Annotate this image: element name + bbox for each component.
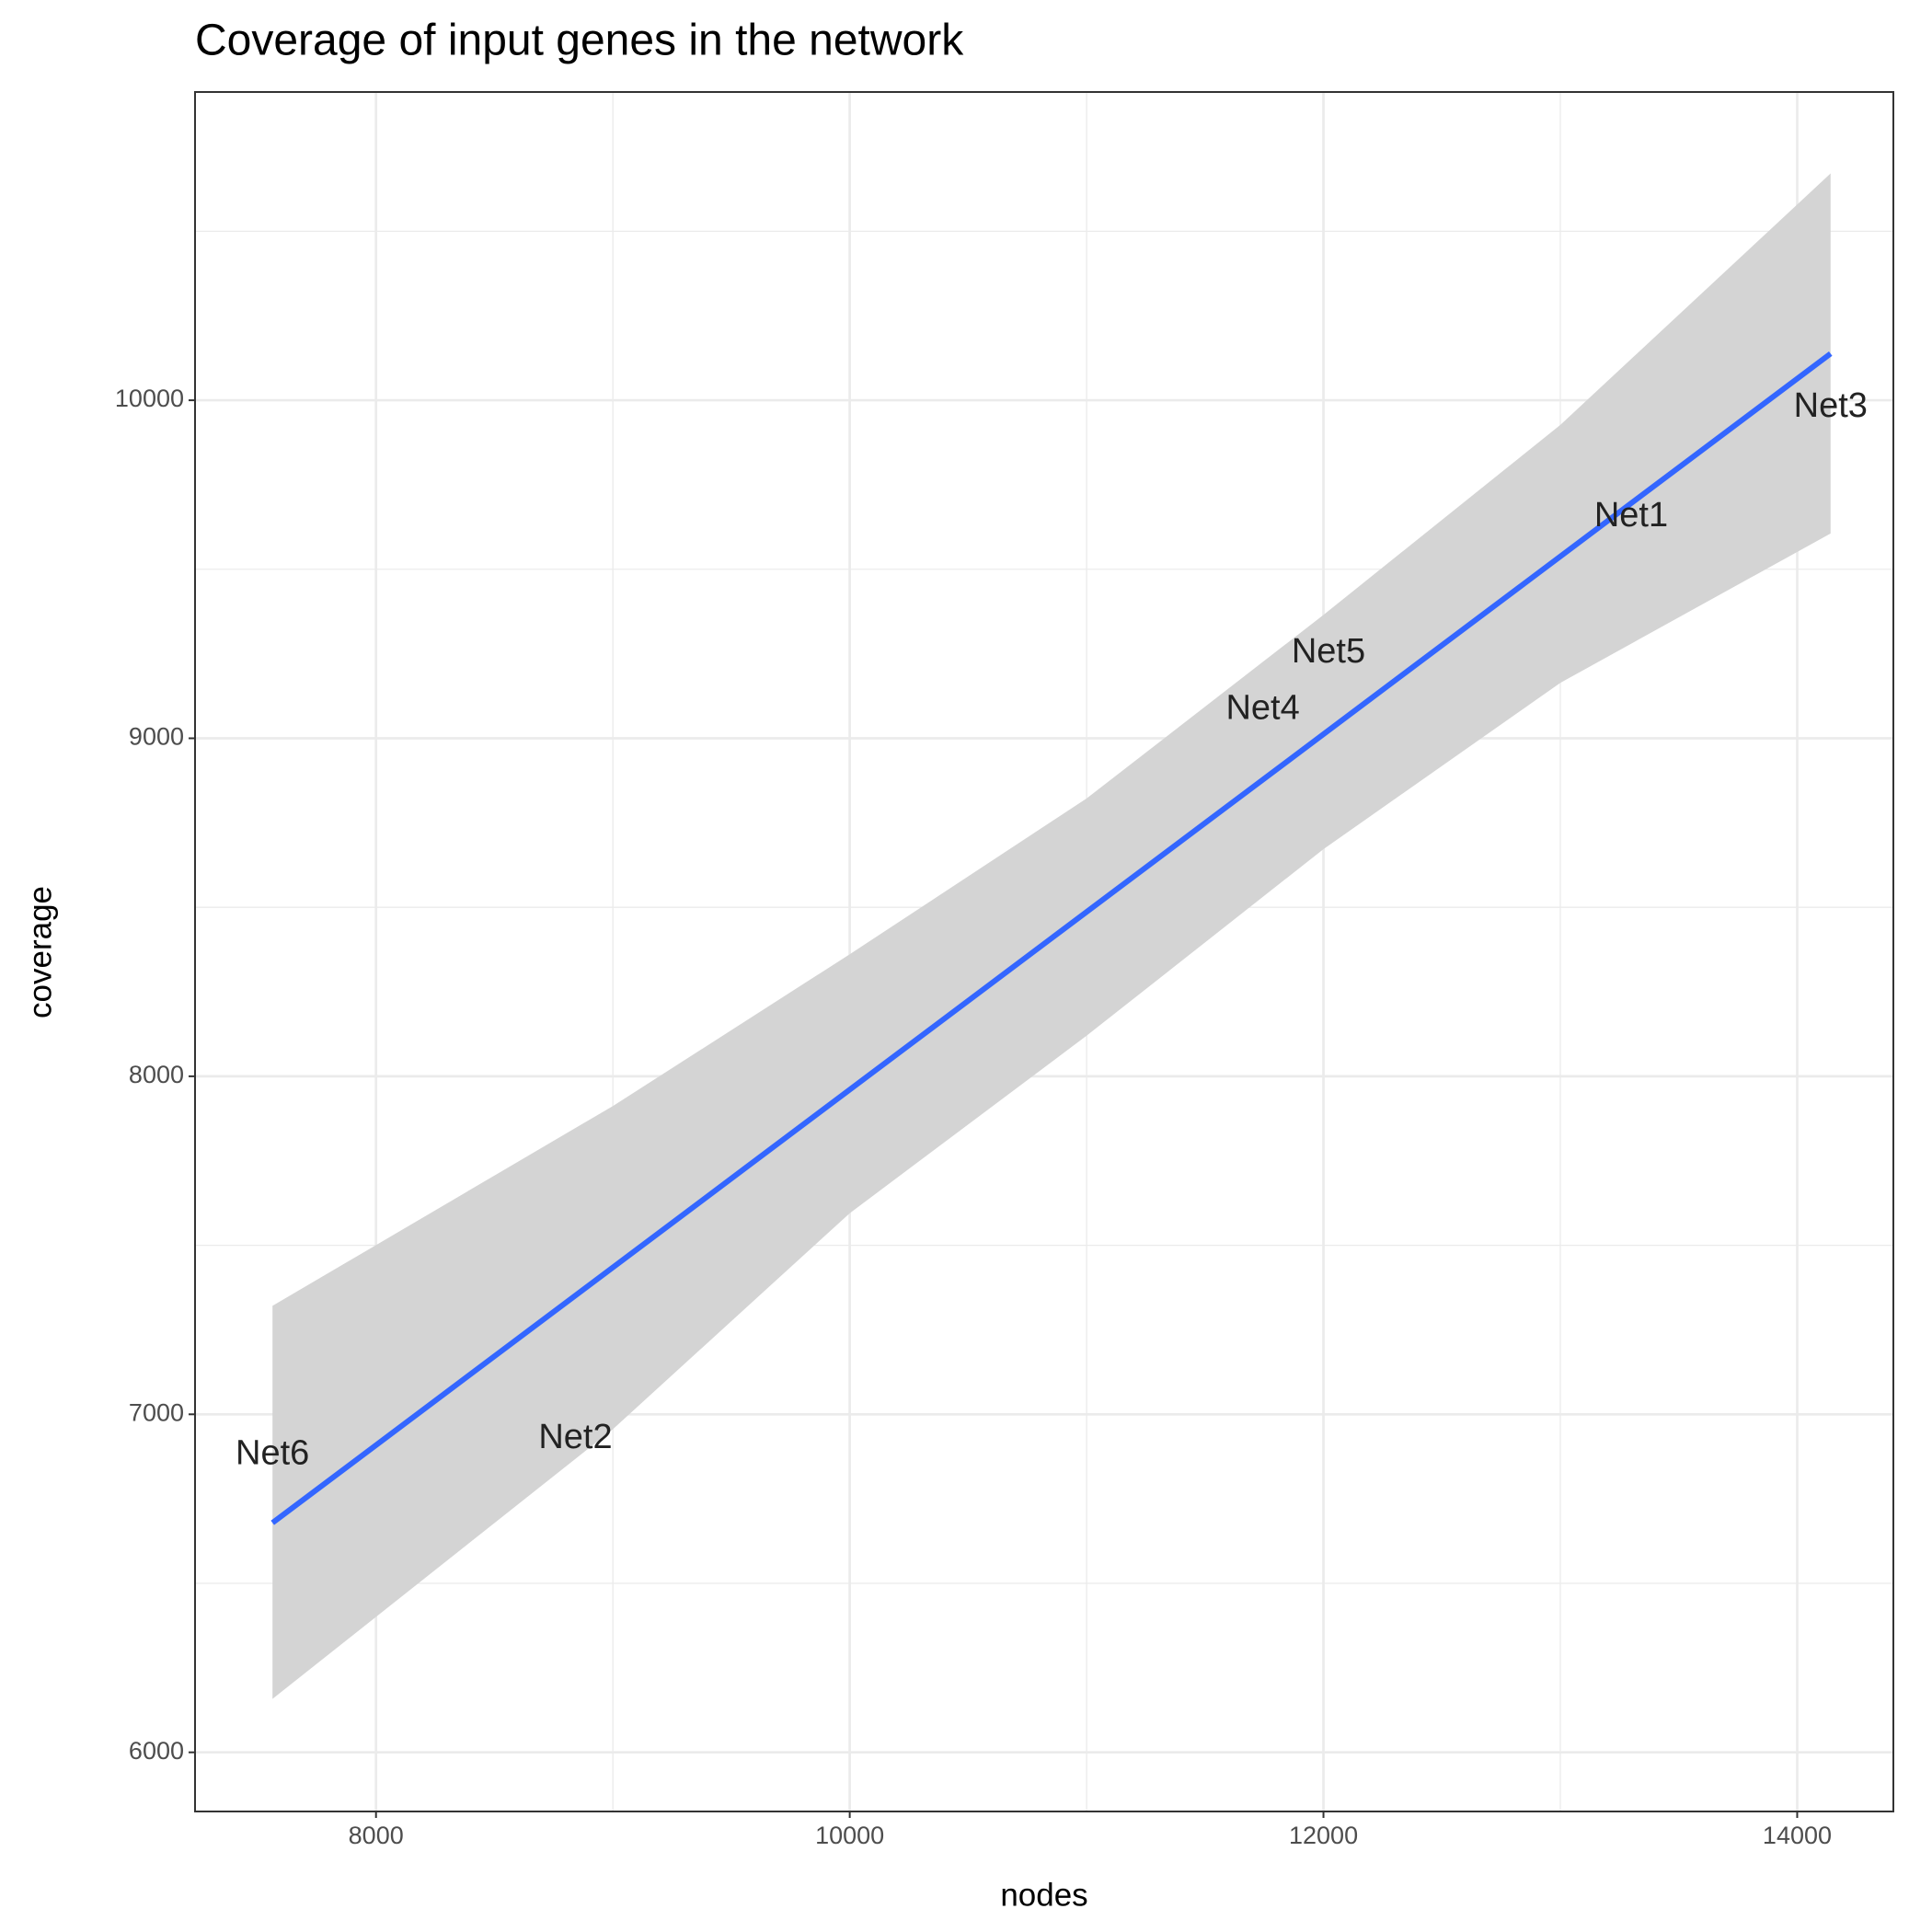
x-axis-title: nodes <box>1000 1877 1087 1913</box>
x-tick-label: 8000 <box>349 1822 404 1849</box>
y-tick-label: 10000 <box>115 385 184 412</box>
point-label: Net6 <box>236 1433 309 1472</box>
x-tick-label: 12000 <box>1289 1822 1358 1849</box>
x-tick-label: 14000 <box>1763 1822 1832 1849</box>
chart-title: Coverage of input genes in the network <box>195 17 964 65</box>
y-tick-label: 9000 <box>129 723 184 751</box>
y-tick-label: 6000 <box>129 1737 184 1765</box>
panel-border <box>194 91 1894 1812</box>
fit-line <box>270 351 1833 1525</box>
y-tick-label: 7000 <box>129 1398 184 1426</box>
x-tick-label: 10000 <box>815 1822 884 1849</box>
y-axis-title: coverage <box>22 886 58 1018</box>
y-tick-label: 8000 <box>129 1061 184 1088</box>
point-label: Net2 <box>538 1418 612 1456</box>
point-label: Net4 <box>1225 689 1299 728</box>
point-label: Net1 <box>1594 496 1668 535</box>
point-label: Net3 <box>1794 386 1868 425</box>
point-label: Net5 <box>1292 632 1365 671</box>
